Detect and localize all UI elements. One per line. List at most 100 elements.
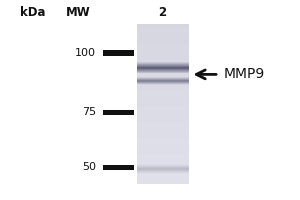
- Bar: [136, 72, 189, 73]
- Bar: [136, 68, 189, 70]
- Bar: [136, 52, 189, 54]
- Bar: [136, 100, 189, 102]
- Bar: [136, 174, 189, 176]
- Bar: [136, 80, 189, 81]
- Bar: [136, 40, 189, 42]
- Bar: [136, 84, 189, 85]
- Bar: [136, 170, 189, 171]
- Bar: [136, 126, 189, 128]
- Bar: [136, 62, 189, 63]
- Bar: [136, 140, 189, 142]
- Bar: [136, 64, 189, 65]
- Bar: [136, 116, 189, 118]
- Bar: [136, 182, 189, 184]
- Bar: [136, 172, 189, 174]
- Bar: [136, 50, 189, 52]
- Text: 75: 75: [82, 107, 96, 117]
- Bar: [136, 148, 189, 150]
- Bar: [136, 166, 189, 167]
- Bar: [136, 180, 189, 182]
- Bar: [136, 132, 189, 134]
- Bar: [136, 74, 189, 76]
- Bar: [136, 172, 189, 173]
- Bar: [136, 92, 189, 94]
- Text: 100: 100: [75, 48, 96, 58]
- Bar: [136, 46, 189, 48]
- Bar: [136, 71, 189, 72]
- Bar: [103, 164, 134, 170]
- Bar: [136, 70, 189, 72]
- Bar: [136, 88, 189, 90]
- Bar: [136, 62, 189, 64]
- Bar: [136, 156, 189, 158]
- Bar: [136, 82, 189, 83]
- Bar: [136, 69, 189, 70]
- Bar: [136, 72, 189, 74]
- Bar: [136, 86, 189, 88]
- Bar: [136, 77, 189, 78]
- Bar: [136, 108, 189, 110]
- Bar: [136, 24, 189, 26]
- Bar: [103, 50, 134, 55]
- Bar: [136, 166, 189, 168]
- Bar: [136, 67, 189, 68]
- Bar: [136, 82, 189, 83]
- Bar: [136, 66, 189, 68]
- Bar: [136, 144, 189, 146]
- Bar: [136, 112, 189, 114]
- Text: kDa: kDa: [20, 6, 46, 20]
- Bar: [136, 164, 189, 166]
- Bar: [136, 63, 189, 64]
- Bar: [136, 110, 189, 112]
- Bar: [136, 167, 189, 168]
- Bar: [136, 78, 189, 79]
- Bar: [136, 79, 189, 80]
- Bar: [136, 171, 189, 172]
- Bar: [136, 84, 189, 85]
- Bar: [136, 65, 189, 66]
- Bar: [136, 68, 189, 69]
- Bar: [136, 136, 189, 138]
- Bar: [136, 138, 189, 140]
- Bar: [136, 48, 189, 50]
- Text: MW: MW: [66, 6, 90, 20]
- Bar: [136, 82, 189, 84]
- Bar: [136, 122, 189, 124]
- Bar: [136, 176, 189, 178]
- Bar: [136, 80, 189, 81]
- Bar: [136, 26, 189, 28]
- Bar: [136, 165, 189, 166]
- Bar: [136, 38, 189, 40]
- Bar: [136, 60, 189, 62]
- Bar: [136, 96, 189, 98]
- Bar: [136, 56, 189, 58]
- Bar: [136, 130, 189, 132]
- Bar: [136, 167, 189, 168]
- Bar: [136, 44, 189, 46]
- Bar: [136, 168, 189, 170]
- Bar: [136, 30, 189, 32]
- Bar: [103, 110, 134, 114]
- Bar: [136, 169, 189, 170]
- Bar: [136, 164, 189, 165]
- Bar: [136, 66, 189, 67]
- Bar: [136, 76, 189, 78]
- Bar: [136, 64, 189, 65]
- Bar: [136, 77, 189, 78]
- Bar: [136, 79, 189, 80]
- Bar: [136, 146, 189, 148]
- Bar: [136, 34, 189, 36]
- Bar: [136, 42, 189, 44]
- Bar: [136, 64, 189, 66]
- Bar: [136, 104, 189, 106]
- Bar: [136, 84, 189, 86]
- Bar: [136, 66, 189, 67]
- Bar: [136, 106, 189, 108]
- Bar: [136, 170, 189, 172]
- Bar: [136, 118, 189, 120]
- Bar: [136, 70, 189, 71]
- Text: 50: 50: [82, 162, 96, 172]
- Bar: [136, 172, 189, 173]
- Bar: [136, 65, 189, 66]
- Bar: [136, 72, 189, 73]
